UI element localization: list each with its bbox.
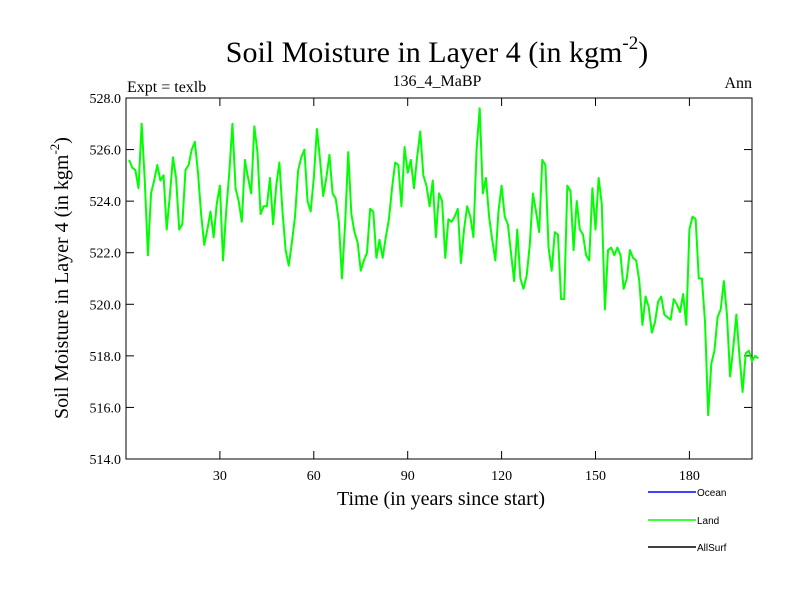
chart-title: Soil Moisture in Layer 4 (in kgm-2) [226,33,648,69]
x-axis: 30 60 90 120 150 180 [213,98,700,484]
x-tick-label-180: 180 [679,469,700,484]
series-layer [128,107,759,417]
x-tick-label-150: 150 [585,469,606,484]
subtitle-right: Ann [724,75,752,92]
y-tick-label-526: 526.0 [90,144,122,159]
plot-frame [125,97,753,460]
subtitle-center: 136_4_MaBP [393,73,482,90]
x-tick-label-60: 60 [307,469,321,484]
y-tick-label-514: 514.0 [90,453,122,468]
y-axis-label-sup: -2 [47,144,62,155]
chart-title-sup: -2 [622,33,638,54]
x-tick-label-30: 30 [213,469,227,484]
y-axis-label: Soil Moisture in Layer 4 (in kgm-2) [47,137,73,419]
legend-label-land: Land [697,516,719,527]
x-tick-label-90: 90 [401,469,415,484]
y-tick-label-528: 528.0 [90,92,122,107]
y-tick-label-518: 518.0 [90,350,122,365]
y-axis: 514.0 516.0 518.0 520.0 522.0 524.0 526.0 528.0 [90,92,752,468]
subtitle-left: Expt = texlb [127,79,206,96]
legend-label-ocean: Ocean [697,488,726,499]
series-line-land [128,107,759,417]
chart-title-close: ) [638,36,648,69]
legend: Ocean Land AllSurf [648,488,727,554]
y-tick-label-516: 516.0 [90,401,122,416]
y-tick-label-524: 524.0 [90,195,122,210]
legend-label-allsurf: AllSurf [697,543,727,554]
x-axis-label: Time (in years since start) [337,488,545,510]
x-tick-label-120: 120 [491,469,512,484]
y-tick-label-520: 520.0 [90,298,122,313]
y-tick-label-522: 522.0 [90,247,122,262]
y-axis-label-close: ) [51,137,73,144]
